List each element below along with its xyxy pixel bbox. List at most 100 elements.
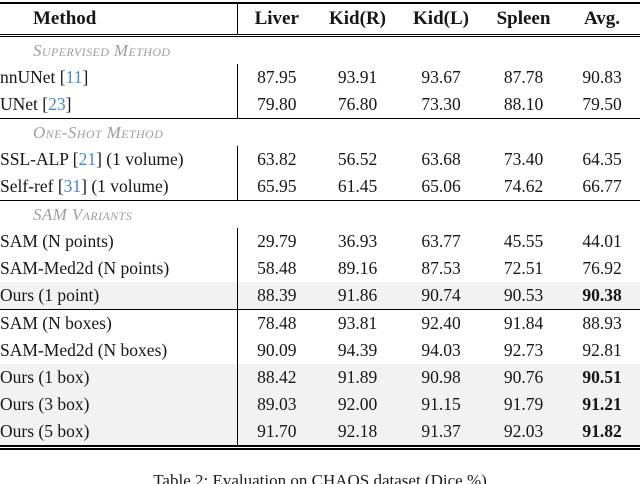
table-row: UNet [23] 79.80 76.80 73.30 88.10 79.50: [0, 91, 640, 119]
value-cell: 90.38: [564, 282, 640, 310]
table-row: Ours (5 box) 91.70 92.18 91.37 92.03 91.82: [0, 418, 640, 450]
value-cell: 90.74: [399, 282, 483, 310]
table-row: SAM-Med2d (N points) 58.48 89.16 87.53 72.51…: [0, 255, 640, 282]
value-cell: 56.52: [337, 149, 378, 169]
value-cell: 87.95: [257, 67, 297, 87]
column-header-kidr: Kid(R): [316, 2, 399, 37]
table-row: Ours (3 box) 89.03 92.00 91.15 91.79 91.21: [0, 391, 640, 418]
value-cell: 91.21: [564, 391, 640, 418]
table-row: Ours (1 point) 88.39 91.86 90.74 90.53 90.38: [0, 282, 640, 310]
value-cell: 87.53: [421, 258, 461, 278]
table-caption: Table 2: Evaluation on CHAOS dataset (Di…: [153, 471, 487, 484]
value-cell: 79.50: [564, 91, 640, 119]
value-cell: 92.81: [582, 340, 622, 360]
value-cell: 29.79: [257, 231, 297, 251]
method-cell: SAM-Med2d (N points): [0, 255, 238, 282]
value-cell: 91.70: [237, 418, 316, 450]
table-row: Self-ref [31] (1 volume) 65.95 61.45 65.06 7…: [0, 173, 640, 201]
value-cell: 90.53: [483, 282, 564, 310]
column-header-avg: Avg.: [564, 2, 640, 37]
value-cell: 90.76: [483, 364, 564, 391]
value-cell: 91.82: [564, 418, 640, 450]
table-row: SAM (N boxes) 78.48 93.81 92.40 91.84 88.93: [0, 309, 640, 337]
value-cell: 90.51: [564, 364, 640, 391]
column-header-method: Method: [0, 2, 238, 37]
section-row: One-Shot Method: [0, 119, 640, 147]
value-cell: 58.48: [257, 258, 297, 278]
section-row: Supervised Method: [0, 36, 640, 65]
value-cell: 73.30: [399, 91, 483, 119]
value-cell: 44.01: [582, 231, 622, 251]
value-cell: 93.67: [421, 67, 461, 87]
value-cell: 45.55: [503, 231, 544, 251]
method-cell: Ours (1 box): [0, 364, 238, 391]
value-cell: 72.51: [503, 258, 544, 278]
value-cell: 65.06: [399, 173, 483, 201]
value-cell: 61.45: [316, 173, 399, 201]
section-row: SAM Variants: [0, 201, 640, 229]
header-row: Method Liver Kid(R) Kid(L) Spleen Avg.: [0, 2, 640, 37]
column-header-liver: Liver: [237, 2, 316, 37]
value-cell: 79.80: [237, 91, 316, 119]
section-header: Supervised Method: [33, 40, 171, 60]
value-cell: 92.73: [503, 340, 544, 360]
section-header: SAM Variants: [33, 204, 133, 224]
value-cell: 63.68: [421, 149, 461, 169]
method-cell: Ours (5 box): [0, 418, 238, 450]
value-cell: 92.00: [316, 391, 399, 418]
value-cell: 94.39: [337, 340, 378, 360]
value-cell: 94.03: [421, 340, 461, 360]
value-cell: 87.78: [503, 67, 544, 87]
value-cell: 64.35: [582, 149, 622, 169]
value-cell: 92.18: [316, 418, 399, 450]
table-row: SAM (N points) 29.79 36.93 63.77 45.55 44.01: [0, 228, 640, 255]
method-cell: UNet [23]: [0, 91, 238, 119]
table-header: Method Liver Kid(R) Kid(L) Spleen Avg.: [0, 2, 640, 37]
table-row: Ours (1 box) 88.42 91.89 90.98 90.76 90.51: [0, 364, 640, 391]
value-cell: 90.83: [582, 67, 622, 87]
citation-link[interactable]: 11: [65, 67, 83, 87]
value-cell: 90.09: [257, 340, 297, 360]
value-cell: 74.62: [483, 173, 564, 201]
citation-link[interactable]: 23: [48, 94, 66, 114]
value-cell: 76.80: [316, 91, 399, 119]
method-cell: SSL-ALP [21] (1 volume): [0, 146, 238, 173]
value-cell: 65.95: [237, 173, 316, 201]
method-cell: Ours (1 point): [0, 282, 238, 310]
method-cell: nnUNet [11]: [0, 64, 238, 91]
value-cell: 91.86: [316, 282, 399, 310]
value-cell: 63.82: [257, 149, 297, 169]
value-cell: 91.15: [399, 391, 483, 418]
citation-link[interactable]: 31: [63, 176, 82, 196]
method-cell: Ours (3 box): [0, 391, 238, 418]
value-cell: 93.81: [337, 313, 378, 333]
value-cell: 88.10: [483, 91, 564, 119]
column-header-spleen: Spleen: [483, 2, 564, 37]
value-cell: 91.84: [503, 313, 544, 333]
value-cell: 91.89: [316, 364, 399, 391]
value-cell: 92.40: [421, 313, 461, 333]
table-row: SSL-ALP [21] (1 volume) 63.82 56.52 63.68 73…: [0, 146, 640, 173]
value-cell: 93.91: [337, 67, 378, 87]
value-cell: 36.93: [337, 231, 378, 251]
table-row: nnUNet [11] 87.95 93.91 93.67 87.78 90.83: [0, 64, 640, 91]
value-cell: 90.98: [399, 364, 483, 391]
method-cell: Self-ref [31] (1 volume): [0, 173, 238, 201]
citation-link[interactable]: 21: [78, 149, 97, 169]
value-cell: 76.92: [582, 258, 622, 278]
value-cell: 66.77: [564, 173, 640, 201]
method-cell: SAM (N points): [0, 228, 238, 255]
value-cell: 73.40: [503, 149, 544, 169]
value-cell: 92.03: [483, 418, 564, 450]
value-cell: 63.77: [421, 231, 461, 251]
value-cell: 88.39: [237, 282, 316, 310]
value-cell: 89.03: [237, 391, 316, 418]
value-cell: 88.42: [237, 364, 316, 391]
results-table: Method Liver Kid(R) Kid(L) Spleen Avg. Superv…: [0, 2, 640, 450]
value-cell: 78.48: [257, 313, 297, 333]
value-cell: 91.79: [483, 391, 564, 418]
method-cell: SAM-Med2d (N boxes): [0, 337, 238, 364]
section-header: One-Shot Method: [33, 122, 164, 142]
method-cell: SAM (N boxes): [0, 309, 238, 337]
